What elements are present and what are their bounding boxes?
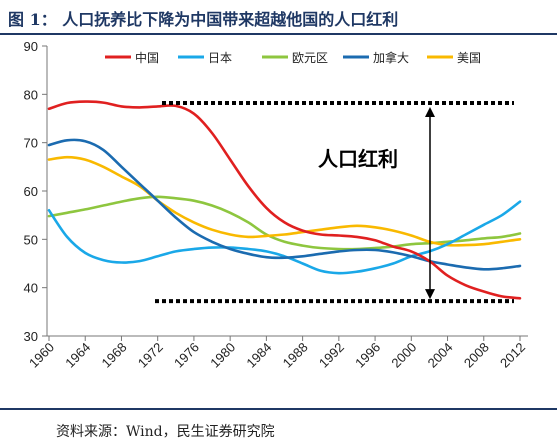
title-rule bbox=[0, 33, 557, 35]
x-tick-label: 2004 bbox=[425, 340, 456, 371]
figure-title: 图 1： 人口抚养比下降为中国带来超越他国的人口红利 bbox=[8, 10, 399, 29]
x-tick-label: 2000 bbox=[388, 340, 419, 371]
dividend-arrow-head-down bbox=[425, 289, 435, 300]
chart-series bbox=[47, 100, 522, 300]
y-tick-label: 90 bbox=[24, 39, 38, 54]
y-tick-label: 50 bbox=[24, 232, 38, 247]
legend-label-4: 美国 bbox=[457, 51, 481, 65]
legend-label-2: 欧元区 bbox=[292, 51, 328, 65]
series-line-2 bbox=[47, 195, 522, 251]
x-tick-label: 1964 bbox=[62, 340, 93, 371]
x-tick-label: 1968 bbox=[99, 340, 130, 371]
annotation-demographic-dividend: 人口红利 bbox=[318, 147, 398, 171]
y-tick-label: 30 bbox=[24, 329, 38, 344]
chart-reference-lines bbox=[155, 101, 514, 304]
series-line-3 bbox=[47, 138, 522, 271]
dividend-arrow-head-up bbox=[425, 107, 435, 117]
source-rule bbox=[0, 408, 557, 410]
x-tick-label: 1980 bbox=[207, 340, 238, 371]
x-tick-label: 2008 bbox=[461, 340, 492, 371]
x-tick-label: 1992 bbox=[316, 340, 347, 371]
x-tick-label: 1976 bbox=[171, 340, 202, 371]
x-tick-label: 1988 bbox=[280, 340, 311, 371]
x-tick-label: 2012 bbox=[497, 340, 528, 371]
series-line-1 bbox=[47, 200, 522, 275]
x-tick-label: 1984 bbox=[243, 340, 274, 371]
legend-label-0: 中国 bbox=[135, 50, 159, 65]
series-line-0 bbox=[47, 100, 522, 300]
y-tick-label: 70 bbox=[24, 136, 38, 151]
source-note: 资料来源：Wind，民生证券研究院 bbox=[56, 424, 275, 440]
x-tick-label: 1972 bbox=[135, 340, 166, 371]
x-tick-label: 1960 bbox=[26, 340, 57, 371]
legend-label-3: 加拿大 bbox=[373, 50, 409, 65]
legend-label-1: 日本 bbox=[208, 51, 232, 65]
series-line-4 bbox=[47, 155, 522, 247]
chart-legend: 中国 日本 欧元区 加拿大 美国 bbox=[105, 50, 481, 65]
y-tick-label: 80 bbox=[24, 87, 38, 102]
y-tick-label: 40 bbox=[24, 281, 38, 296]
y-tick-label: 60 bbox=[24, 184, 38, 199]
x-tick-label: 1996 bbox=[352, 340, 383, 371]
